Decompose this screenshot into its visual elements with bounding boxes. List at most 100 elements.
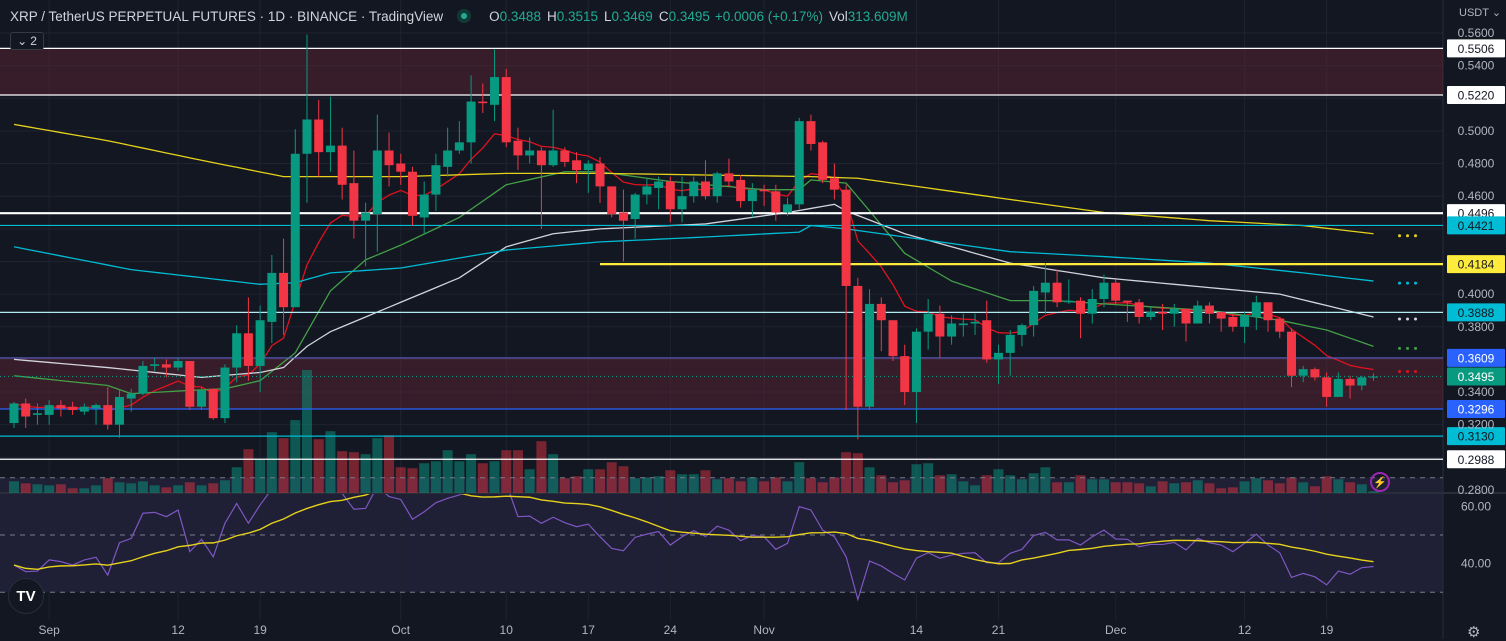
candle-body (114, 396, 124, 425)
volume-bar (958, 481, 969, 493)
level-label: 0.2988 (1458, 453, 1495, 467)
horizontal-levels[interactable] (0, 47, 1443, 460)
candle-body (548, 150, 558, 166)
candle-body (1029, 290, 1039, 326)
volume-bar (337, 451, 348, 493)
candle-body (138, 365, 148, 394)
level-label-bg (1447, 86, 1505, 105)
volume-bar (372, 438, 383, 493)
candle-body (876, 303, 886, 321)
time-tick-label: Oct (391, 623, 410, 637)
candle-body (372, 150, 382, 215)
candle-body (1064, 300, 1074, 303)
level-label: 0.3130 (1458, 430, 1495, 444)
volume-bar (466, 454, 477, 493)
volume-bar (161, 487, 172, 493)
symbol-title[interactable]: XRP / TetherUS PERPETUAL FUTURES · 1D · … (10, 8, 444, 24)
lightning-icon[interactable]: ⚡ (1370, 472, 1390, 492)
ma-projection-dot (1398, 370, 1402, 374)
volume-bar (313, 439, 324, 493)
candle-body (290, 153, 300, 308)
candle-body (630, 194, 640, 220)
rsi-line (13, 494, 1374, 602)
price-zone (0, 48, 1443, 96)
tradingview-logo-icon[interactable]: TV (8, 578, 44, 614)
candle-body (1158, 312, 1168, 314)
volume-bar (1098, 479, 1109, 493)
candle-body (419, 194, 429, 218)
volume-bar (841, 452, 852, 493)
level-label: 0.4421 (1458, 219, 1495, 233)
candle-body (783, 204, 793, 213)
time-tick-label: 14 (910, 623, 924, 637)
candle-body (583, 163, 593, 171)
volume-bar (20, 483, 31, 493)
price-tick-label: 0.4800 (1458, 157, 1495, 171)
volume-bar (794, 462, 805, 493)
volume-bar (524, 469, 535, 493)
volume-bar (1145, 486, 1156, 493)
candle-body (232, 333, 242, 368)
candle-body (818, 142, 828, 180)
candle-body (689, 181, 699, 197)
candle-body (1111, 282, 1121, 301)
volume-bar (126, 483, 137, 493)
volume-bar (1227, 487, 1238, 493)
gear-icon[interactable]: ⚙ (1467, 624, 1481, 641)
candle-body (1193, 305, 1203, 324)
rsi-tick-label: 40.00 (1461, 557, 1491, 571)
volume-bar (1087, 479, 1098, 493)
close-value: 0.3495 (668, 8, 710, 24)
volume-bar (243, 449, 254, 493)
indicator-count: 2 (30, 34, 37, 48)
level-label-bg (1447, 367, 1505, 386)
candle-body (1251, 302, 1261, 317)
level-label-bg (1447, 348, 1505, 367)
candle-body (173, 361, 183, 368)
candle-body (1286, 331, 1296, 376)
axes[interactable]: 0.55060.52200.44960.44210.41840.38880.36… (38, 26, 1505, 637)
candle-body (91, 405, 101, 409)
price-tick-label: 0.5400 (1458, 59, 1495, 73)
candle-body (1275, 318, 1285, 332)
volume-bar (348, 452, 359, 493)
candle-body (396, 163, 406, 172)
candle-body (1122, 300, 1132, 303)
volume-bar (1181, 482, 1191, 493)
volume-bar (137, 481, 148, 493)
volume-bar (1263, 480, 1274, 493)
candle-body (642, 186, 652, 195)
candle-body (103, 405, 113, 425)
candle-body (150, 364, 160, 366)
candle-body (325, 145, 335, 153)
low-label: L (604, 8, 612, 24)
volume-bar (1134, 483, 1145, 493)
candle-body (525, 150, 535, 156)
volume-bar (278, 438, 289, 493)
high-value: 0.3515 (556, 8, 598, 24)
ma-projection-dot (1406, 317, 1410, 321)
candle-body (1240, 315, 1250, 327)
candle-body (853, 285, 863, 407)
candle-body (724, 173, 734, 182)
candle-body (1310, 369, 1320, 378)
ma-projection-dot (1414, 234, 1418, 238)
volume-bar (747, 477, 758, 493)
volume-bar (32, 484, 43, 493)
price-tick-label: 0.3800 (1458, 320, 1495, 334)
volume-bar (700, 470, 711, 493)
candle-body (1017, 325, 1027, 335)
indicators-collapse-button[interactable]: ⌄ 2 (10, 32, 44, 50)
open-label: O (489, 8, 500, 24)
candle-body (384, 150, 394, 166)
rsi-background (0, 493, 1443, 620)
time-tick-label: 19 (253, 623, 267, 637)
candle-body (947, 323, 957, 337)
chevron-down-icon: ⌄ (1491, 7, 1502, 19)
currency-dropdown[interactable]: USDT ⌄ (1459, 6, 1501, 19)
time-tick-label: Nov (753, 623, 774, 637)
volume-bar (512, 450, 523, 493)
volume-bar (653, 476, 664, 493)
volume-bar (302, 370, 312, 493)
